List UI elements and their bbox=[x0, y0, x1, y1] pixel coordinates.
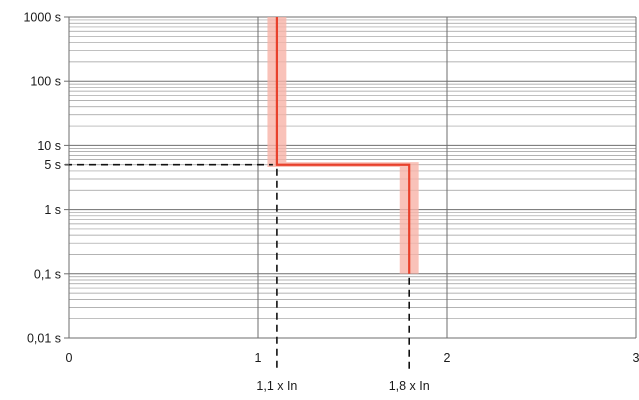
reference-lines bbox=[65, 163, 411, 372]
y-tick-label: 100 s bbox=[30, 75, 61, 89]
y-tick-label: 5 s bbox=[44, 158, 61, 172]
annotation-labels: 1,1 x In 1,8 x In bbox=[256, 379, 429, 393]
minor-gridlines bbox=[69, 19, 636, 320]
x-tick-label: 2 bbox=[444, 351, 451, 365]
y-tick-label: 1 s bbox=[44, 203, 61, 217]
trip-curve-line bbox=[275, 17, 411, 274]
y-tick-label: 1000 s bbox=[23, 11, 61, 25]
y-tick-label: 10 s bbox=[37, 139, 61, 153]
x-tick-label: 0 bbox=[66, 351, 73, 365]
y-tick-labels: 1000 s 100 s 10 s 5 s 1 s 0,1 s 0,01 s bbox=[23, 11, 69, 346]
annotation-ann-1-8: 1,8 x In bbox=[389, 379, 430, 393]
y-tick-label: 0,1 s bbox=[34, 267, 61, 281]
major-gridlines bbox=[68, 16, 637, 339]
curve-layer bbox=[275, 17, 411, 274]
annotation-ann-1-1: 1,1 x In bbox=[256, 379, 297, 393]
tolerance-band bbox=[267, 17, 419, 274]
x-tick-label: 3 bbox=[633, 351, 639, 365]
tolerance-band-layer bbox=[267, 17, 419, 274]
y-tick-label: 0,01 s bbox=[27, 332, 61, 346]
x-tick-label: 1 bbox=[255, 351, 262, 365]
x-tick-labels: 0 1 2 3 bbox=[66, 351, 639, 365]
